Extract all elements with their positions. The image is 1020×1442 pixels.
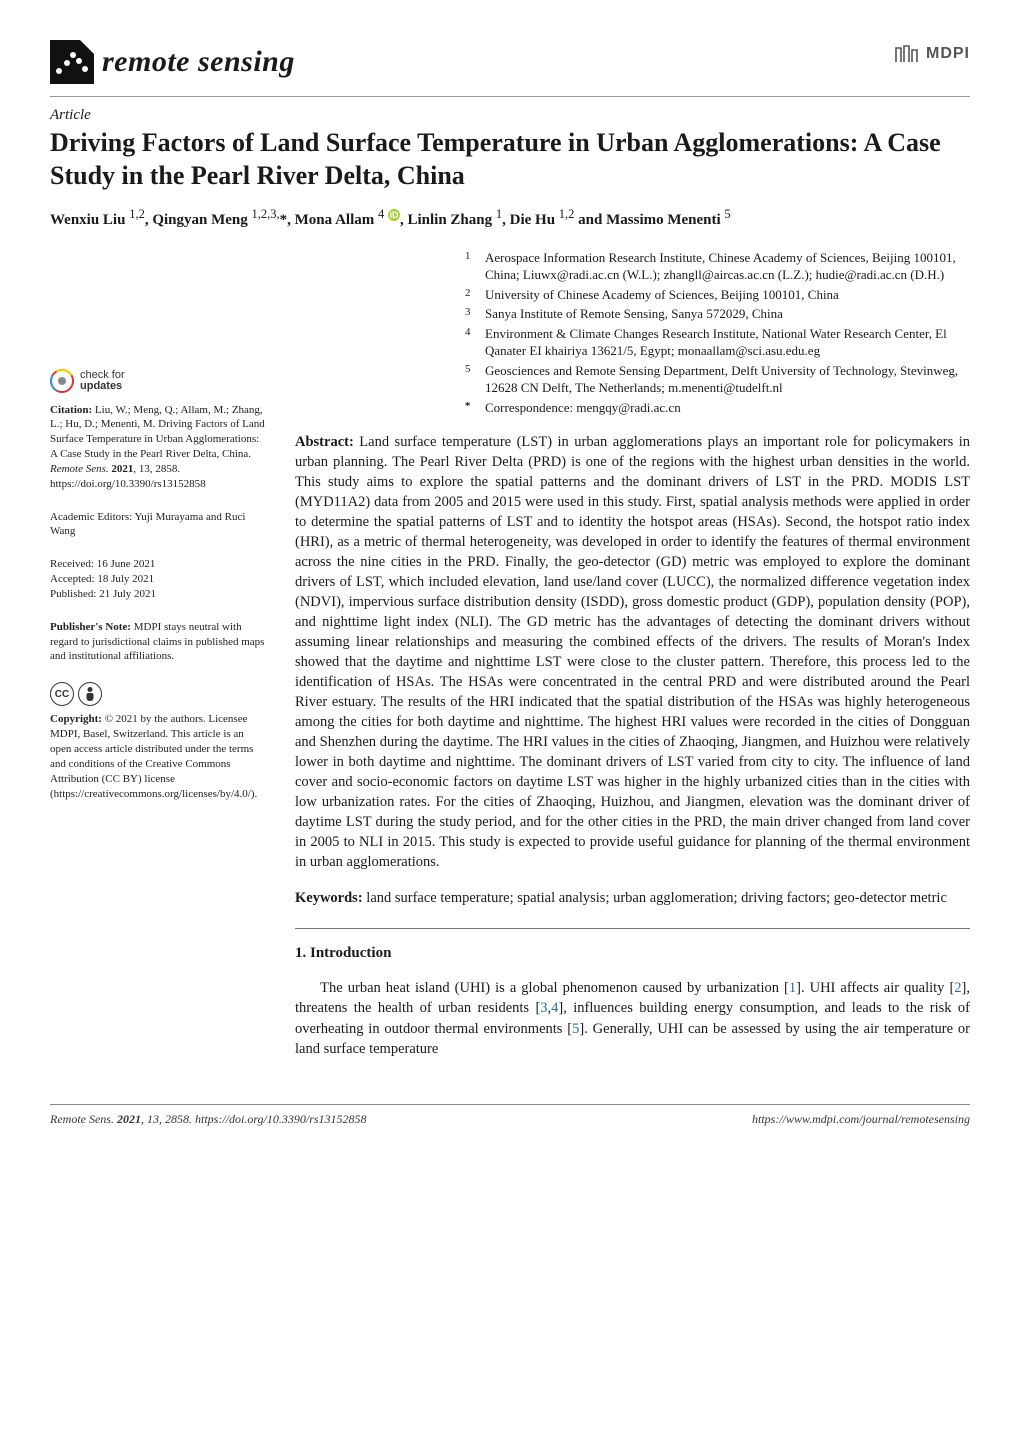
received-date: Received: 16 June 2021	[50, 557, 265, 572]
check-for-updates[interactable]: check for updates	[50, 369, 265, 393]
footer-year: 2021	[117, 1112, 141, 1126]
copyright-block: Copyright: © 2021 by the authors. Licens…	[50, 712, 265, 801]
keywords: Keywords: land surface temperature; spat…	[295, 888, 970, 908]
section-heading-introduction: 1. Introduction	[295, 943, 970, 963]
published-date: Published: 21 July 2021	[50, 587, 265, 602]
ref-link[interactable]: 5	[572, 1021, 579, 1037]
check-updates-label: check for updates	[80, 370, 125, 392]
author-affil-sup: 5	[724, 207, 730, 221]
check-updates-icon	[50, 369, 74, 393]
keywords-label: Keywords:	[295, 890, 363, 906]
publisher-note-block: Publisher's Note: MDPI stays neutral wit…	[50, 620, 265, 665]
section-divider	[295, 928, 970, 929]
publisher-name: MDPI	[926, 43, 970, 65]
introduction-paragraph: The urban heat island (UHI) is a global …	[295, 978, 970, 1059]
footer-rest: , 13, 2858. https://doi.org/10.3390/rs13…	[141, 1112, 367, 1126]
affil-num: 5	[465, 362, 475, 397]
affil-num: 3	[465, 305, 475, 323]
cc-icon: CC	[50, 682, 74, 706]
orcid-icon[interactable]: iD	[388, 209, 400, 221]
pubnote-label: Publisher's Note:	[50, 621, 131, 633]
divider	[50, 96, 970, 97]
journal-logo-block: remote sensing	[50, 40, 295, 84]
journal-name: remote sensing	[102, 42, 295, 83]
copyright-text: © 2021 by the authors. Licensee MDPI, Ba…	[50, 713, 257, 799]
author-name: , Qingyan Meng	[145, 212, 252, 228]
author-affil-sup: 4	[378, 207, 384, 221]
article-title: Driving Factors of Land Surface Temperat…	[50, 127, 970, 192]
sidebar: check for updates Citation: Liu, W.; Men…	[50, 249, 265, 820]
keywords-text: land surface temperature; spatial analys…	[366, 890, 947, 906]
citation-label: Citation:	[50, 404, 92, 416]
affil-num: 1	[465, 249, 475, 284]
affiliation-row: 5 Geosciences and Remote Sensing Departm…	[465, 362, 970, 397]
ref-link[interactable]: 2	[954, 980, 961, 996]
accepted-date: Accepted: 18 July 2021	[50, 572, 265, 587]
ref-link[interactable]: 1	[789, 980, 796, 996]
dates-block: Received: 16 June 2021 Accepted: 18 July…	[50, 557, 265, 602]
footer-right: https://www.mdpi.com/journal/remotesensi…	[752, 1111, 970, 1127]
correspondence-mark: *	[465, 399, 475, 417]
abstract: Abstract: Land surface temperature (LST)…	[295, 432, 970, 872]
citation-journal: Remote Sens.	[50, 463, 109, 475]
author-name: , Linlin Zhang	[400, 212, 496, 228]
article-type: Article	[50, 105, 970, 125]
affil-text: Sanya Institute of Remote Sensing, Sanya…	[485, 305, 970, 323]
footer-left: Remote Sens. 2021, 13, 2858. https://doi…	[50, 1111, 367, 1127]
affil-num: 2	[465, 286, 475, 304]
publisher-logo-block: MDPI	[892, 40, 970, 68]
citation-block: Citation: Liu, W.; Meng, Q.; Allam, M.; …	[50, 403, 265, 492]
author-affil-sup: 1,2,3,	[252, 207, 280, 221]
affiliation-row: 2 University of Chinese Academy of Scien…	[465, 286, 970, 304]
check-for-label: check for	[80, 369, 125, 381]
updates-label: updates	[80, 381, 125, 392]
abstract-text: Land surface temperature (LST) in urban …	[295, 434, 970, 870]
affil-text: University of Chinese Academy of Science…	[485, 286, 970, 304]
ref-link[interactable]: 4	[551, 1000, 558, 1016]
abstract-label: Abstract:	[295, 434, 354, 450]
cc-badges: CC	[50, 682, 265, 706]
author-list: Wenxiu Liu 1,2, Qingyan Meng 1,2,3,*, Mo…	[50, 206, 970, 230]
author-affil-sup: 1,2	[559, 207, 575, 221]
journal-logo-icon	[50, 40, 94, 84]
author-affil-sup: 1,2	[129, 207, 145, 221]
affiliation-row: 1 Aerospace Information Research Institu…	[465, 249, 970, 284]
affil-text: Environment & Climate Changes Research I…	[485, 325, 970, 360]
affil-text: Geosciences and Remote Sensing Departmen…	[485, 362, 970, 397]
affiliations-list: 1 Aerospace Information Research Institu…	[465, 249, 970, 417]
cc-by-icon	[78, 682, 102, 706]
author-name: , Die Hu	[502, 212, 559, 228]
correspondence-text: Correspondence: mengqy@radi.ac.cn	[485, 399, 970, 417]
page-footer: Remote Sens. 2021, 13, 2858. https://doi…	[50, 1104, 970, 1127]
footer-journal: Remote Sens.	[50, 1112, 117, 1126]
ref-link[interactable]: 3	[540, 1000, 547, 1016]
citation-year: 2021	[111, 463, 133, 475]
affiliation-row: 4 Environment & Climate Changes Research…	[465, 325, 970, 360]
editors-block: Academic Editors: Yuji Murayama and Ruci…	[50, 510, 265, 540]
author-name: Wenxiu Liu	[50, 212, 129, 228]
author-name: and Massimo Menenti	[574, 212, 724, 228]
editors-label: Academic Editors:	[50, 511, 132, 523]
affiliation-row: 3 Sanya Institute of Remote Sensing, San…	[465, 305, 970, 323]
main-column: 1 Aerospace Information Research Institu…	[295, 249, 970, 1074]
affil-num: 4	[465, 325, 475, 360]
mdpi-icon	[892, 40, 920, 68]
affiliation-row: * Correspondence: mengqy@radi.ac.cn	[465, 399, 970, 417]
copyright-label: Copyright:	[50, 713, 102, 725]
affil-text: Aerospace Information Research Institute…	[485, 249, 970, 284]
author-name: , Mona Allam	[287, 212, 378, 228]
